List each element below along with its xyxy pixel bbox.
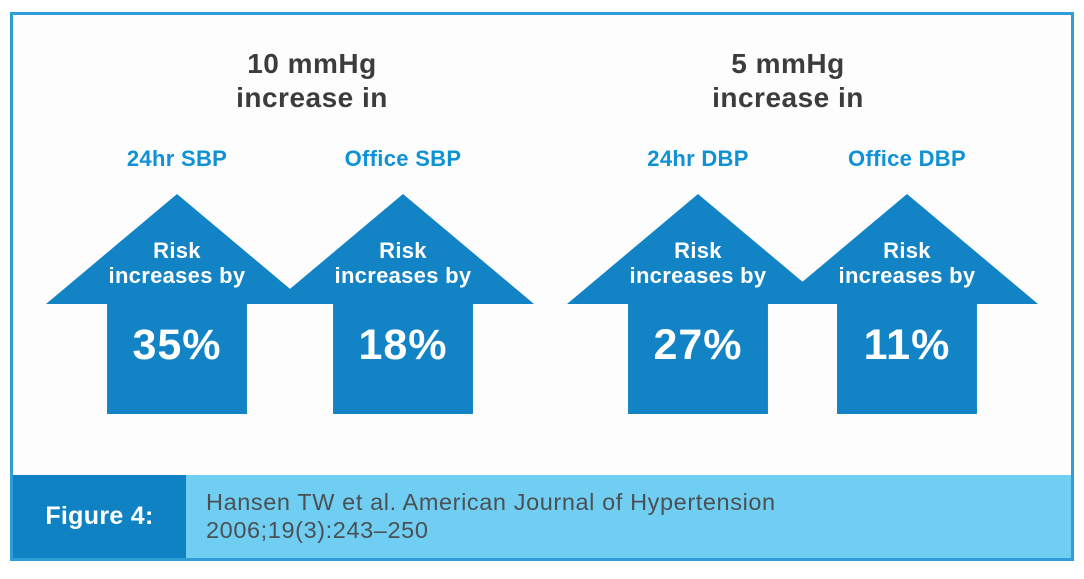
- risk-percentage-value: 35%: [132, 321, 222, 369]
- column-label-office-sbp: Office SBP: [344, 146, 462, 171]
- risk-text-line2: increases by: [108, 263, 246, 288]
- column-label-24hr-dbp: 24hr DBP: [647, 146, 749, 171]
- risk-increase-text: Risk increases by: [776, 238, 1038, 288]
- citation-line1: Hansen TW et al. American Journal of Hyp…: [206, 489, 776, 515]
- risk-text-line2: increases by: [334, 263, 472, 288]
- column-label-24hr-sbp: 24hr SBP: [126, 146, 228, 171]
- risk-percentage-value: 27%: [653, 321, 743, 369]
- risk-text-line2: increases by: [838, 263, 976, 288]
- risk-text-line1: Risk: [674, 238, 722, 263]
- group-header-10mmhg: 10 mmHg increase in: [112, 47, 512, 115]
- risk-percentage-value: 11%: [863, 321, 951, 369]
- risk-text-line1: Risk: [153, 238, 201, 263]
- figure-number-badge: Figure 4:: [13, 475, 186, 558]
- group-header-line2: increase in: [236, 82, 388, 113]
- group-header-line1: 5 mmHg: [731, 48, 845, 79]
- figure-number-label: Figure 4:: [45, 502, 154, 530]
- risk-increase-text: Risk increases by: [272, 238, 534, 288]
- group-header-5mmhg: 5 mmHg increase in: [588, 47, 988, 115]
- column-label-office-dbp: Office DBP: [848, 146, 966, 171]
- risk-increase-text: Risk increases by: [46, 238, 308, 288]
- group-header-line2: increase in: [712, 82, 864, 113]
- risk-text-line2: increases by: [629, 263, 767, 288]
- risk-text-line1: Risk: [883, 238, 931, 263]
- group-header-line1: 10 mmHg: [247, 48, 377, 79]
- risk-percentage-value: 18%: [358, 321, 448, 369]
- citation-panel: Hansen TW et al. American Journal of Hyp…: [186, 475, 1071, 558]
- risk-increase-text: Risk increases by: [567, 238, 829, 288]
- risk-text-line1: Risk: [379, 238, 427, 263]
- citation-line2: 2006;19(3):243–250: [206, 517, 429, 543]
